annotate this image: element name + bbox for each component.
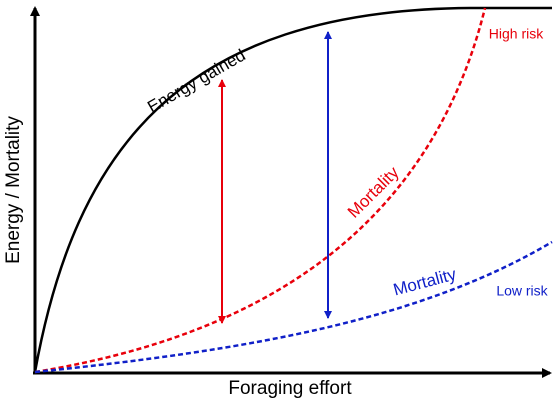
low-risk-label: Low risk	[496, 283, 548, 299]
y-axis-label: Energy / Mortality	[3, 116, 24, 264]
mortality-low-curve	[34, 240, 553, 374]
x-axis-label: Foraging effort	[228, 378, 352, 399]
energy-label: Energy gained	[144, 45, 248, 116]
energy-curve	[33, 6, 552, 373]
mortality-high-curve	[34, 7, 487, 374]
mortality-low-label: Mortality	[391, 264, 458, 299]
high-risk-label: High risk	[489, 26, 544, 42]
